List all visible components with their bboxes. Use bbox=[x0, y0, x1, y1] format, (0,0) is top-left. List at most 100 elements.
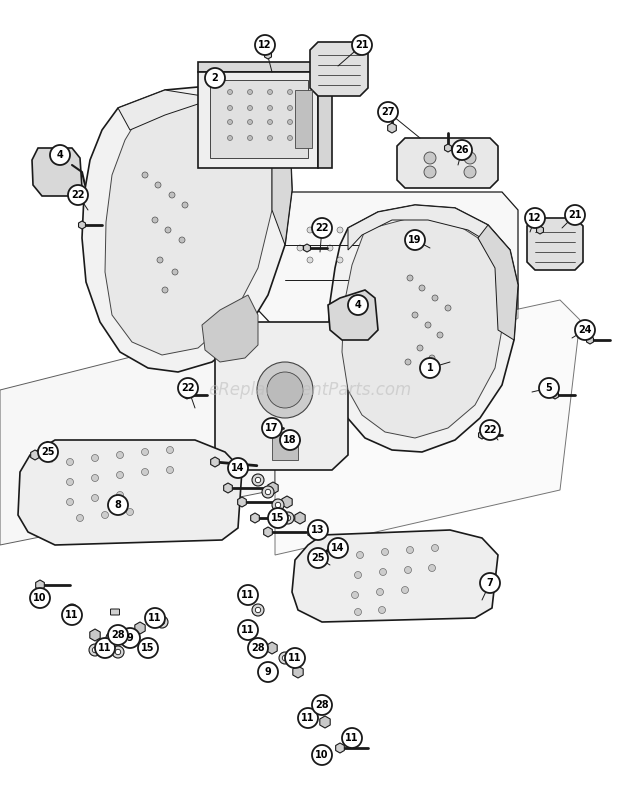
Text: 11: 11 bbox=[98, 643, 112, 653]
Circle shape bbox=[402, 586, 409, 593]
Polygon shape bbox=[135, 622, 145, 634]
Polygon shape bbox=[265, 424, 272, 432]
Circle shape bbox=[92, 495, 99, 501]
Polygon shape bbox=[304, 244, 311, 252]
Text: 24: 24 bbox=[578, 325, 591, 335]
Polygon shape bbox=[388, 123, 396, 133]
Polygon shape bbox=[308, 526, 318, 538]
Circle shape bbox=[307, 227, 313, 233]
Text: 25: 25 bbox=[311, 553, 325, 563]
Circle shape bbox=[437, 332, 443, 338]
Text: 2: 2 bbox=[211, 73, 218, 83]
Circle shape bbox=[76, 515, 84, 522]
Circle shape bbox=[575, 320, 595, 340]
Circle shape bbox=[432, 545, 438, 552]
Circle shape bbox=[349, 732, 361, 744]
Circle shape bbox=[272, 499, 284, 511]
Circle shape bbox=[267, 120, 273, 125]
Circle shape bbox=[258, 662, 278, 682]
Text: 5: 5 bbox=[546, 383, 552, 393]
Circle shape bbox=[50, 145, 70, 165]
Text: 21: 21 bbox=[355, 40, 369, 50]
Text: 10: 10 bbox=[315, 750, 329, 760]
Polygon shape bbox=[258, 192, 518, 328]
Circle shape bbox=[62, 605, 82, 625]
Circle shape bbox=[565, 205, 585, 225]
Circle shape bbox=[126, 508, 133, 515]
Circle shape bbox=[172, 269, 178, 275]
Polygon shape bbox=[18, 440, 242, 545]
Circle shape bbox=[248, 638, 268, 658]
Circle shape bbox=[539, 378, 559, 398]
Circle shape bbox=[424, 152, 436, 164]
Polygon shape bbox=[280, 436, 288, 444]
Circle shape bbox=[285, 515, 291, 521]
Circle shape bbox=[452, 140, 472, 160]
Polygon shape bbox=[310, 42, 368, 96]
Text: 9: 9 bbox=[265, 667, 272, 677]
Text: 1: 1 bbox=[427, 363, 433, 373]
Circle shape bbox=[178, 378, 198, 398]
Circle shape bbox=[464, 166, 476, 178]
Circle shape bbox=[109, 635, 115, 641]
Text: 26: 26 bbox=[455, 145, 469, 155]
Text: 10: 10 bbox=[33, 593, 46, 603]
Polygon shape bbox=[30, 450, 39, 460]
Circle shape bbox=[142, 172, 148, 178]
Text: 15: 15 bbox=[141, 643, 155, 653]
Circle shape bbox=[167, 466, 174, 474]
Polygon shape bbox=[328, 290, 378, 340]
Circle shape bbox=[247, 90, 252, 95]
Polygon shape bbox=[267, 642, 277, 654]
Polygon shape bbox=[250, 513, 259, 523]
Text: 11: 11 bbox=[241, 625, 255, 635]
Circle shape bbox=[424, 166, 436, 178]
Circle shape bbox=[288, 90, 293, 95]
Circle shape bbox=[255, 35, 275, 55]
Circle shape bbox=[464, 152, 476, 164]
Circle shape bbox=[407, 275, 413, 281]
Circle shape bbox=[428, 564, 435, 571]
Polygon shape bbox=[211, 457, 219, 467]
Text: 14: 14 bbox=[331, 543, 345, 553]
Circle shape bbox=[337, 227, 343, 233]
Circle shape bbox=[305, 716, 311, 721]
Circle shape bbox=[480, 420, 500, 440]
Circle shape bbox=[30, 588, 50, 608]
Text: 28: 28 bbox=[315, 700, 329, 710]
Circle shape bbox=[228, 90, 232, 95]
Text: 13: 13 bbox=[311, 525, 325, 535]
Circle shape bbox=[420, 358, 440, 378]
Text: 22: 22 bbox=[181, 383, 195, 393]
Circle shape bbox=[252, 474, 264, 486]
Circle shape bbox=[285, 648, 305, 668]
Polygon shape bbox=[295, 90, 312, 148]
Circle shape bbox=[275, 502, 281, 507]
Text: 11: 11 bbox=[301, 713, 315, 723]
Text: 9: 9 bbox=[126, 633, 133, 643]
Polygon shape bbox=[268, 482, 278, 494]
Circle shape bbox=[288, 136, 293, 140]
Text: 22: 22 bbox=[315, 223, 329, 233]
Polygon shape bbox=[272, 435, 298, 460]
Circle shape bbox=[267, 106, 273, 110]
Circle shape bbox=[268, 508, 288, 528]
Circle shape bbox=[92, 455, 99, 462]
Text: 12: 12 bbox=[528, 213, 542, 223]
Circle shape bbox=[312, 745, 332, 765]
Circle shape bbox=[298, 708, 318, 728]
Polygon shape bbox=[536, 226, 544, 234]
Circle shape bbox=[308, 520, 328, 540]
Text: 8: 8 bbox=[115, 500, 122, 510]
Circle shape bbox=[246, 593, 250, 598]
Text: 28: 28 bbox=[111, 630, 125, 640]
Circle shape bbox=[141, 469, 149, 475]
Polygon shape bbox=[264, 527, 272, 537]
Circle shape bbox=[182, 202, 188, 208]
Circle shape bbox=[141, 448, 149, 455]
Circle shape bbox=[480, 573, 500, 593]
Circle shape bbox=[405, 359, 411, 365]
Circle shape bbox=[267, 90, 273, 95]
Circle shape bbox=[308, 548, 328, 568]
Text: 11: 11 bbox=[241, 590, 255, 600]
